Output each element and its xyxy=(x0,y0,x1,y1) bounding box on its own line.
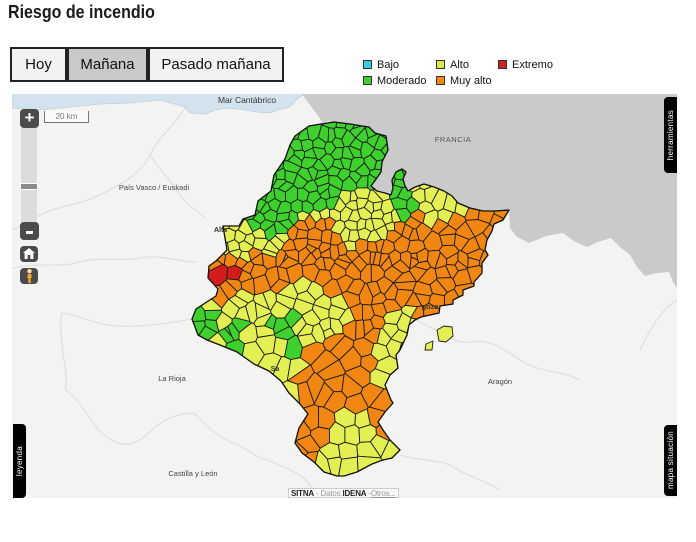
svg-text:Aragón: Aragón xyxy=(488,377,512,386)
svg-text:Sa: Sa xyxy=(271,366,280,373)
svg-text:goza: goza xyxy=(421,302,439,311)
svg-text:País Vasco / Euskadi: País Vasco / Euskadi xyxy=(119,183,190,192)
svg-text:Alts: Alts xyxy=(214,227,227,234)
svg-text:FRANCIA: FRANCIA xyxy=(435,135,471,144)
svg-text:Mar Cantábrico: Mar Cantábrico xyxy=(218,95,276,105)
svg-text:La Rioja: La Rioja xyxy=(158,374,186,383)
svg-text:Castilla y León: Castilla y León xyxy=(168,469,217,478)
